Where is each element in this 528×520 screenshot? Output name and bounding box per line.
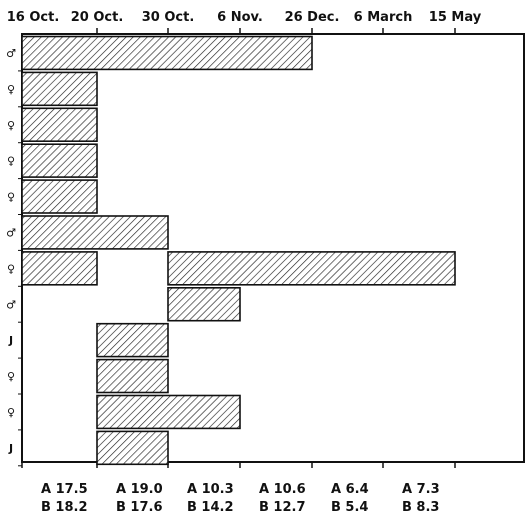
x-tick-label: 16 Oct. xyxy=(7,10,60,25)
x-tick-label: 15 May xyxy=(429,10,482,25)
bar xyxy=(96,394,241,430)
row-label: ♀ xyxy=(7,119,15,132)
footer-a-value: A 7.3 xyxy=(402,482,440,497)
row-label: ♀ xyxy=(7,262,15,275)
bar xyxy=(96,358,169,394)
footer-a-value: A 19.0 xyxy=(116,482,163,497)
row-label: ♀ xyxy=(7,191,15,204)
row-label: ♂ xyxy=(6,226,16,239)
bar xyxy=(21,35,313,71)
bar xyxy=(96,322,169,358)
row-label: ♀ xyxy=(7,155,15,168)
footer-b-value: B 17.6 xyxy=(116,500,163,515)
bar xyxy=(21,107,98,143)
bar xyxy=(21,71,98,107)
bar xyxy=(21,179,98,214)
bar xyxy=(21,251,98,286)
footer-a-value: A 17.5 xyxy=(41,482,88,497)
bar xyxy=(167,286,241,322)
footer-b-value: B 18.2 xyxy=(41,500,88,515)
footer-a-value: A 6.4 xyxy=(331,482,369,497)
x-tick-label: 26 Dec. xyxy=(285,10,340,25)
bar xyxy=(21,215,169,250)
footer-b-value: B 14.2 xyxy=(187,500,234,515)
footer-b-value: B 12.7 xyxy=(259,500,306,515)
x-tick-label: 20 Oct. xyxy=(71,10,124,25)
bar xyxy=(167,251,456,286)
footer-a-value: A 10.6 xyxy=(259,482,306,497)
x-tick-label: 6 Nov. xyxy=(217,10,263,25)
row-label: ♀ xyxy=(7,370,15,383)
row-label: ♂ xyxy=(6,47,16,60)
x-tick-label: 6 March xyxy=(354,10,413,25)
footer-b-value: B 8.3 xyxy=(402,500,439,515)
footer-b-value: B 5.4 xyxy=(331,500,368,515)
row-label: ♀ xyxy=(7,406,15,419)
row-label: ♂ xyxy=(6,298,16,311)
row-label: ♀ xyxy=(7,83,15,96)
row-label: J xyxy=(8,334,13,347)
footer-a-value: A 10.3 xyxy=(187,482,234,497)
bar xyxy=(21,143,98,178)
row-label: J xyxy=(8,442,13,455)
x-tick-label: 30 Oct. xyxy=(142,10,195,25)
bar xyxy=(96,430,169,466)
